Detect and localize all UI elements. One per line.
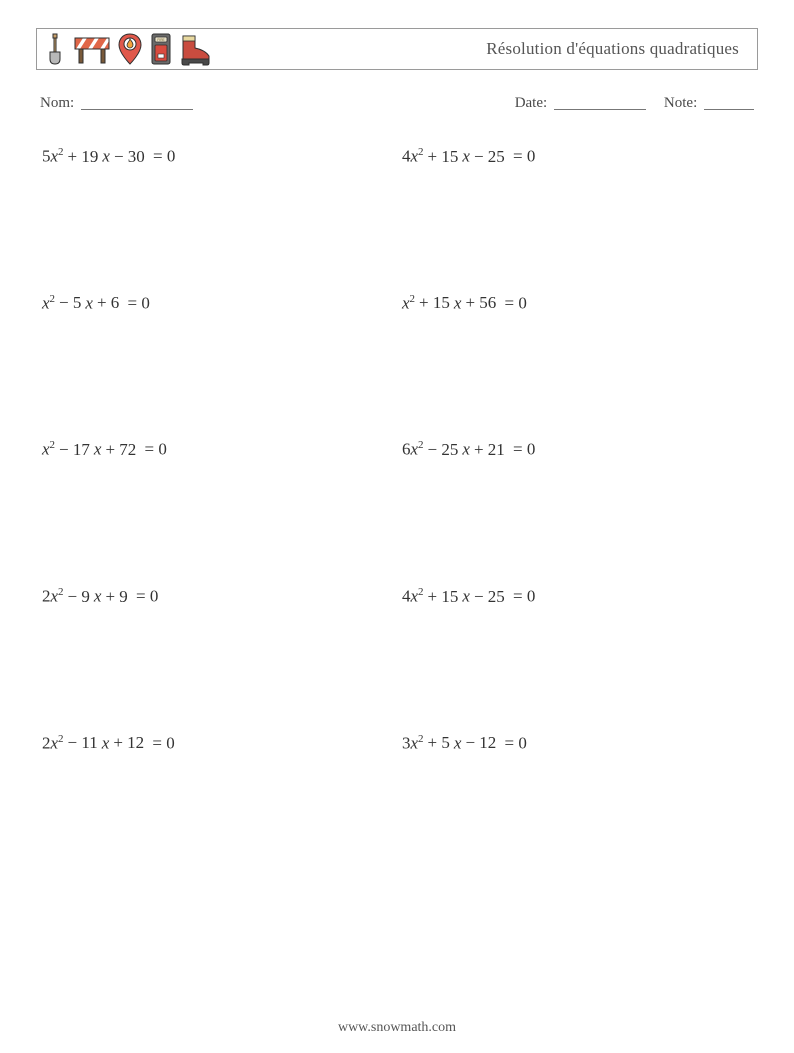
fire-alarm-icon: FIRE xyxy=(149,32,173,66)
pin-flame-icon xyxy=(117,32,143,66)
coef-a: 2 xyxy=(42,733,51,752)
note-blank[interactable] xyxy=(704,95,754,110)
coef-a: 3 xyxy=(402,733,411,752)
meta-row: Nom: Date: Note: xyxy=(36,92,758,112)
equation: 4x2+ 15x− 25 = 0 xyxy=(402,146,752,167)
barrier-icon xyxy=(73,32,111,66)
equation: x2+ 15x+ 56 = 0 xyxy=(402,293,752,314)
coef-a: 4 xyxy=(402,587,411,606)
name-blank[interactable] xyxy=(81,95,193,110)
equation: 4x2+ 15x− 25 = 0 xyxy=(402,586,752,607)
date-field: Date: xyxy=(515,92,646,112)
name-field: Nom: xyxy=(40,92,515,112)
shovel-icon xyxy=(43,32,67,66)
svg-text:FIRE: FIRE xyxy=(157,38,164,42)
boot-icon xyxy=(179,32,211,66)
note-field: Note: xyxy=(664,92,754,112)
name-label: Nom: xyxy=(40,95,74,111)
equation: 6x2− 25x+ 21 = 0 xyxy=(402,439,752,460)
date-label: Date: xyxy=(515,95,547,111)
problems-grid: 5x2+ 19x− 30 = 0 4x2+ 15x− 25 = 0 x2− 5x… xyxy=(36,146,758,753)
equation: 2x2− 11x+ 12 = 0 xyxy=(42,733,392,754)
header-bar: FIRE Résolution d'équations quadratiques xyxy=(36,28,758,70)
equation: x2− 17x+ 72 = 0 xyxy=(42,439,392,460)
note-label: Note: xyxy=(664,95,697,111)
footer: www.snowmath.com xyxy=(0,1010,794,1050)
coef-a: 4 xyxy=(402,147,411,166)
footer-text: www.snowmath.com xyxy=(338,1020,456,1035)
worksheet-page: FIRE Résolution d'équations quadratiques… xyxy=(0,0,794,773)
coef-a: 2 xyxy=(42,587,51,606)
coef-a: 6 xyxy=(402,440,411,459)
icon-strip: FIRE xyxy=(43,32,211,66)
worksheet-title: Résolution d'équations quadratiques xyxy=(486,39,739,59)
equation: x2− 5x+ 6 = 0 xyxy=(42,293,392,314)
equation: 5x2+ 19x− 30 = 0 xyxy=(42,146,392,167)
coef-a: 5 xyxy=(42,147,51,166)
equation: 3x2+ 5x− 12 = 0 xyxy=(402,733,752,754)
equation: 2x2− 9x+ 9 = 0 xyxy=(42,586,392,607)
date-blank[interactable] xyxy=(554,95,646,110)
